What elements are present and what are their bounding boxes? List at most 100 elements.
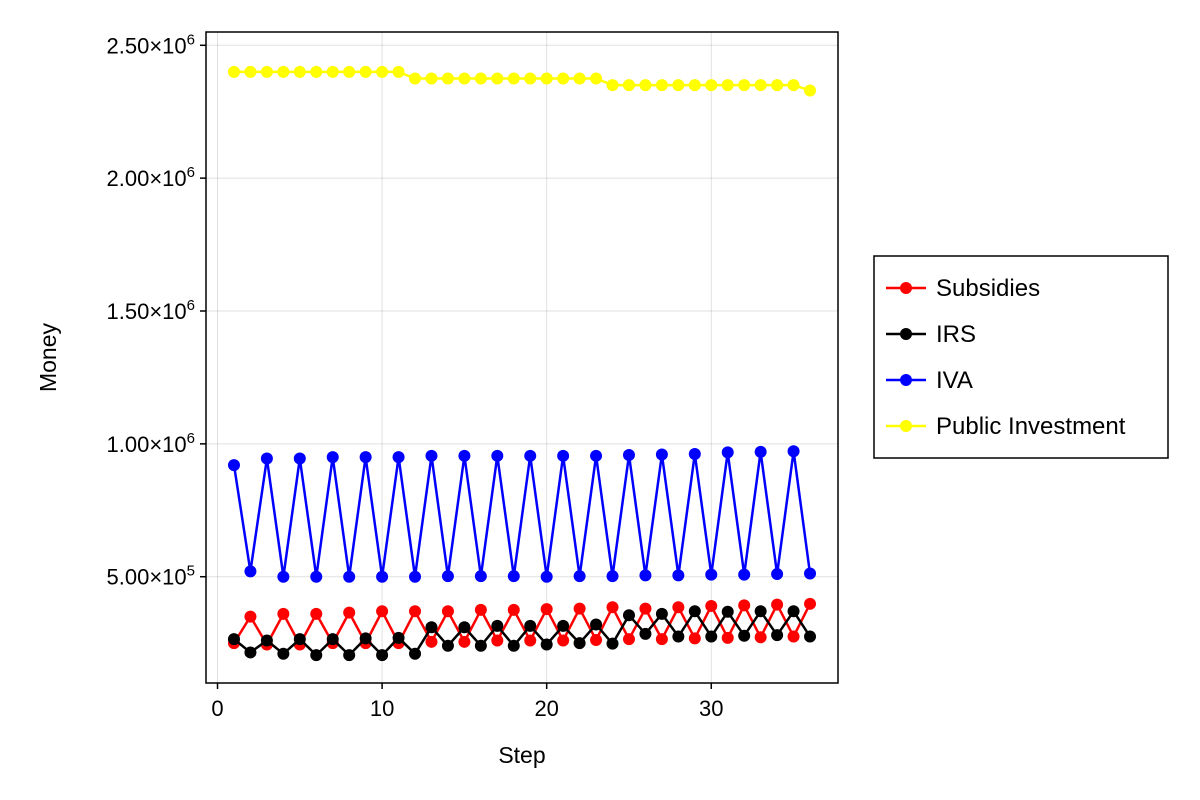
data-point xyxy=(557,449,570,462)
data-point xyxy=(227,633,240,646)
legend-label: Subsidies xyxy=(936,275,1040,302)
data-point xyxy=(376,65,389,78)
data-point xyxy=(474,603,487,616)
data-point xyxy=(458,72,471,85)
data-point xyxy=(441,72,454,85)
data-point xyxy=(655,79,668,92)
data-point xyxy=(705,568,718,581)
grid-lines xyxy=(206,32,838,683)
data-point xyxy=(524,72,537,85)
data-point xyxy=(688,632,701,645)
data-point xyxy=(441,605,454,618)
legend-item: IRS xyxy=(886,321,976,348)
data-point xyxy=(277,607,290,620)
axes: 0 10 20 30 5.00×105 1.00×106 1.50×106 2.00×106 2… xyxy=(107,31,724,721)
data-point xyxy=(425,635,438,648)
data-point xyxy=(705,599,718,612)
data-point xyxy=(639,79,652,92)
data-point xyxy=(590,449,603,462)
series-irs xyxy=(227,605,817,662)
data-point xyxy=(771,568,784,581)
legend-swatch-marker xyxy=(900,374,912,386)
data-point xyxy=(326,451,339,464)
data-point xyxy=(260,634,273,647)
data-point xyxy=(409,605,422,618)
legend-swatch-marker xyxy=(900,328,912,340)
data-point xyxy=(524,449,537,462)
data-point xyxy=(606,601,619,614)
legend-label: Public Investment xyxy=(936,413,1126,440)
data-point xyxy=(771,79,784,92)
data-point xyxy=(573,637,586,650)
data-point xyxy=(787,605,800,618)
data-point xyxy=(227,65,240,78)
data-point xyxy=(277,570,290,583)
data-point xyxy=(639,569,652,582)
legend-label: IVA xyxy=(936,367,973,394)
y-tick-label: 5.00×105 xyxy=(107,563,195,590)
data-point xyxy=(754,605,767,618)
legend-item: Subsidies xyxy=(886,275,1040,302)
data-point xyxy=(491,449,504,462)
data-point xyxy=(738,79,751,92)
data-point xyxy=(590,633,603,646)
data-point xyxy=(474,639,487,652)
data-point xyxy=(441,570,454,583)
data-point xyxy=(622,79,635,92)
data-point xyxy=(244,610,257,623)
data-point xyxy=(804,597,817,610)
data-point xyxy=(227,459,240,472)
data-point xyxy=(590,618,603,631)
data-point xyxy=(721,605,734,618)
legend-item: Public Investment xyxy=(886,413,1126,440)
data-point xyxy=(293,633,306,646)
data-point xyxy=(590,72,603,85)
data-point xyxy=(260,65,273,78)
data-point xyxy=(507,603,520,616)
data-point xyxy=(524,619,537,632)
data-point xyxy=(622,633,635,646)
data-point xyxy=(507,639,520,652)
plot-frame xyxy=(205,31,839,684)
data-point xyxy=(507,570,520,583)
data-point xyxy=(244,565,257,578)
data-point xyxy=(441,639,454,652)
data-point xyxy=(738,568,751,581)
y-tick-label: 2.50×106 xyxy=(107,31,195,58)
data-point xyxy=(359,632,372,645)
x-tick-label: 30 xyxy=(699,696,723,721)
y-axis-title: Money xyxy=(35,322,61,392)
data-point xyxy=(622,609,635,622)
data-point xyxy=(409,72,422,85)
data-point xyxy=(738,629,751,642)
data-point xyxy=(409,570,422,583)
legend-swatch-marker xyxy=(900,282,912,294)
data-point xyxy=(507,72,520,85)
data-point xyxy=(606,637,619,650)
data-point xyxy=(754,79,767,92)
data-point xyxy=(754,631,767,644)
data-point xyxy=(672,630,685,643)
data-point xyxy=(491,634,504,647)
data-point xyxy=(293,65,306,78)
data-point xyxy=(738,599,751,612)
legend-swatch-marker xyxy=(900,420,912,432)
data-point xyxy=(557,72,570,85)
data-point xyxy=(655,448,668,461)
series-iva xyxy=(227,445,817,583)
data-point xyxy=(672,569,685,582)
data-point xyxy=(409,647,422,660)
data-point xyxy=(540,570,553,583)
legend-label: IRS xyxy=(936,321,976,348)
data-point xyxy=(672,601,685,614)
legend-frame xyxy=(873,255,1169,459)
data-point xyxy=(310,570,323,583)
legend: Subsidies IRS IVA Public Investment xyxy=(873,255,1169,459)
data-point xyxy=(326,633,339,646)
data-point xyxy=(491,619,504,632)
y-tick-label: 1.00×106 xyxy=(107,430,195,457)
data-point xyxy=(359,451,372,464)
data-point xyxy=(639,602,652,615)
y-tick-label: 1.50×106 xyxy=(107,297,195,324)
